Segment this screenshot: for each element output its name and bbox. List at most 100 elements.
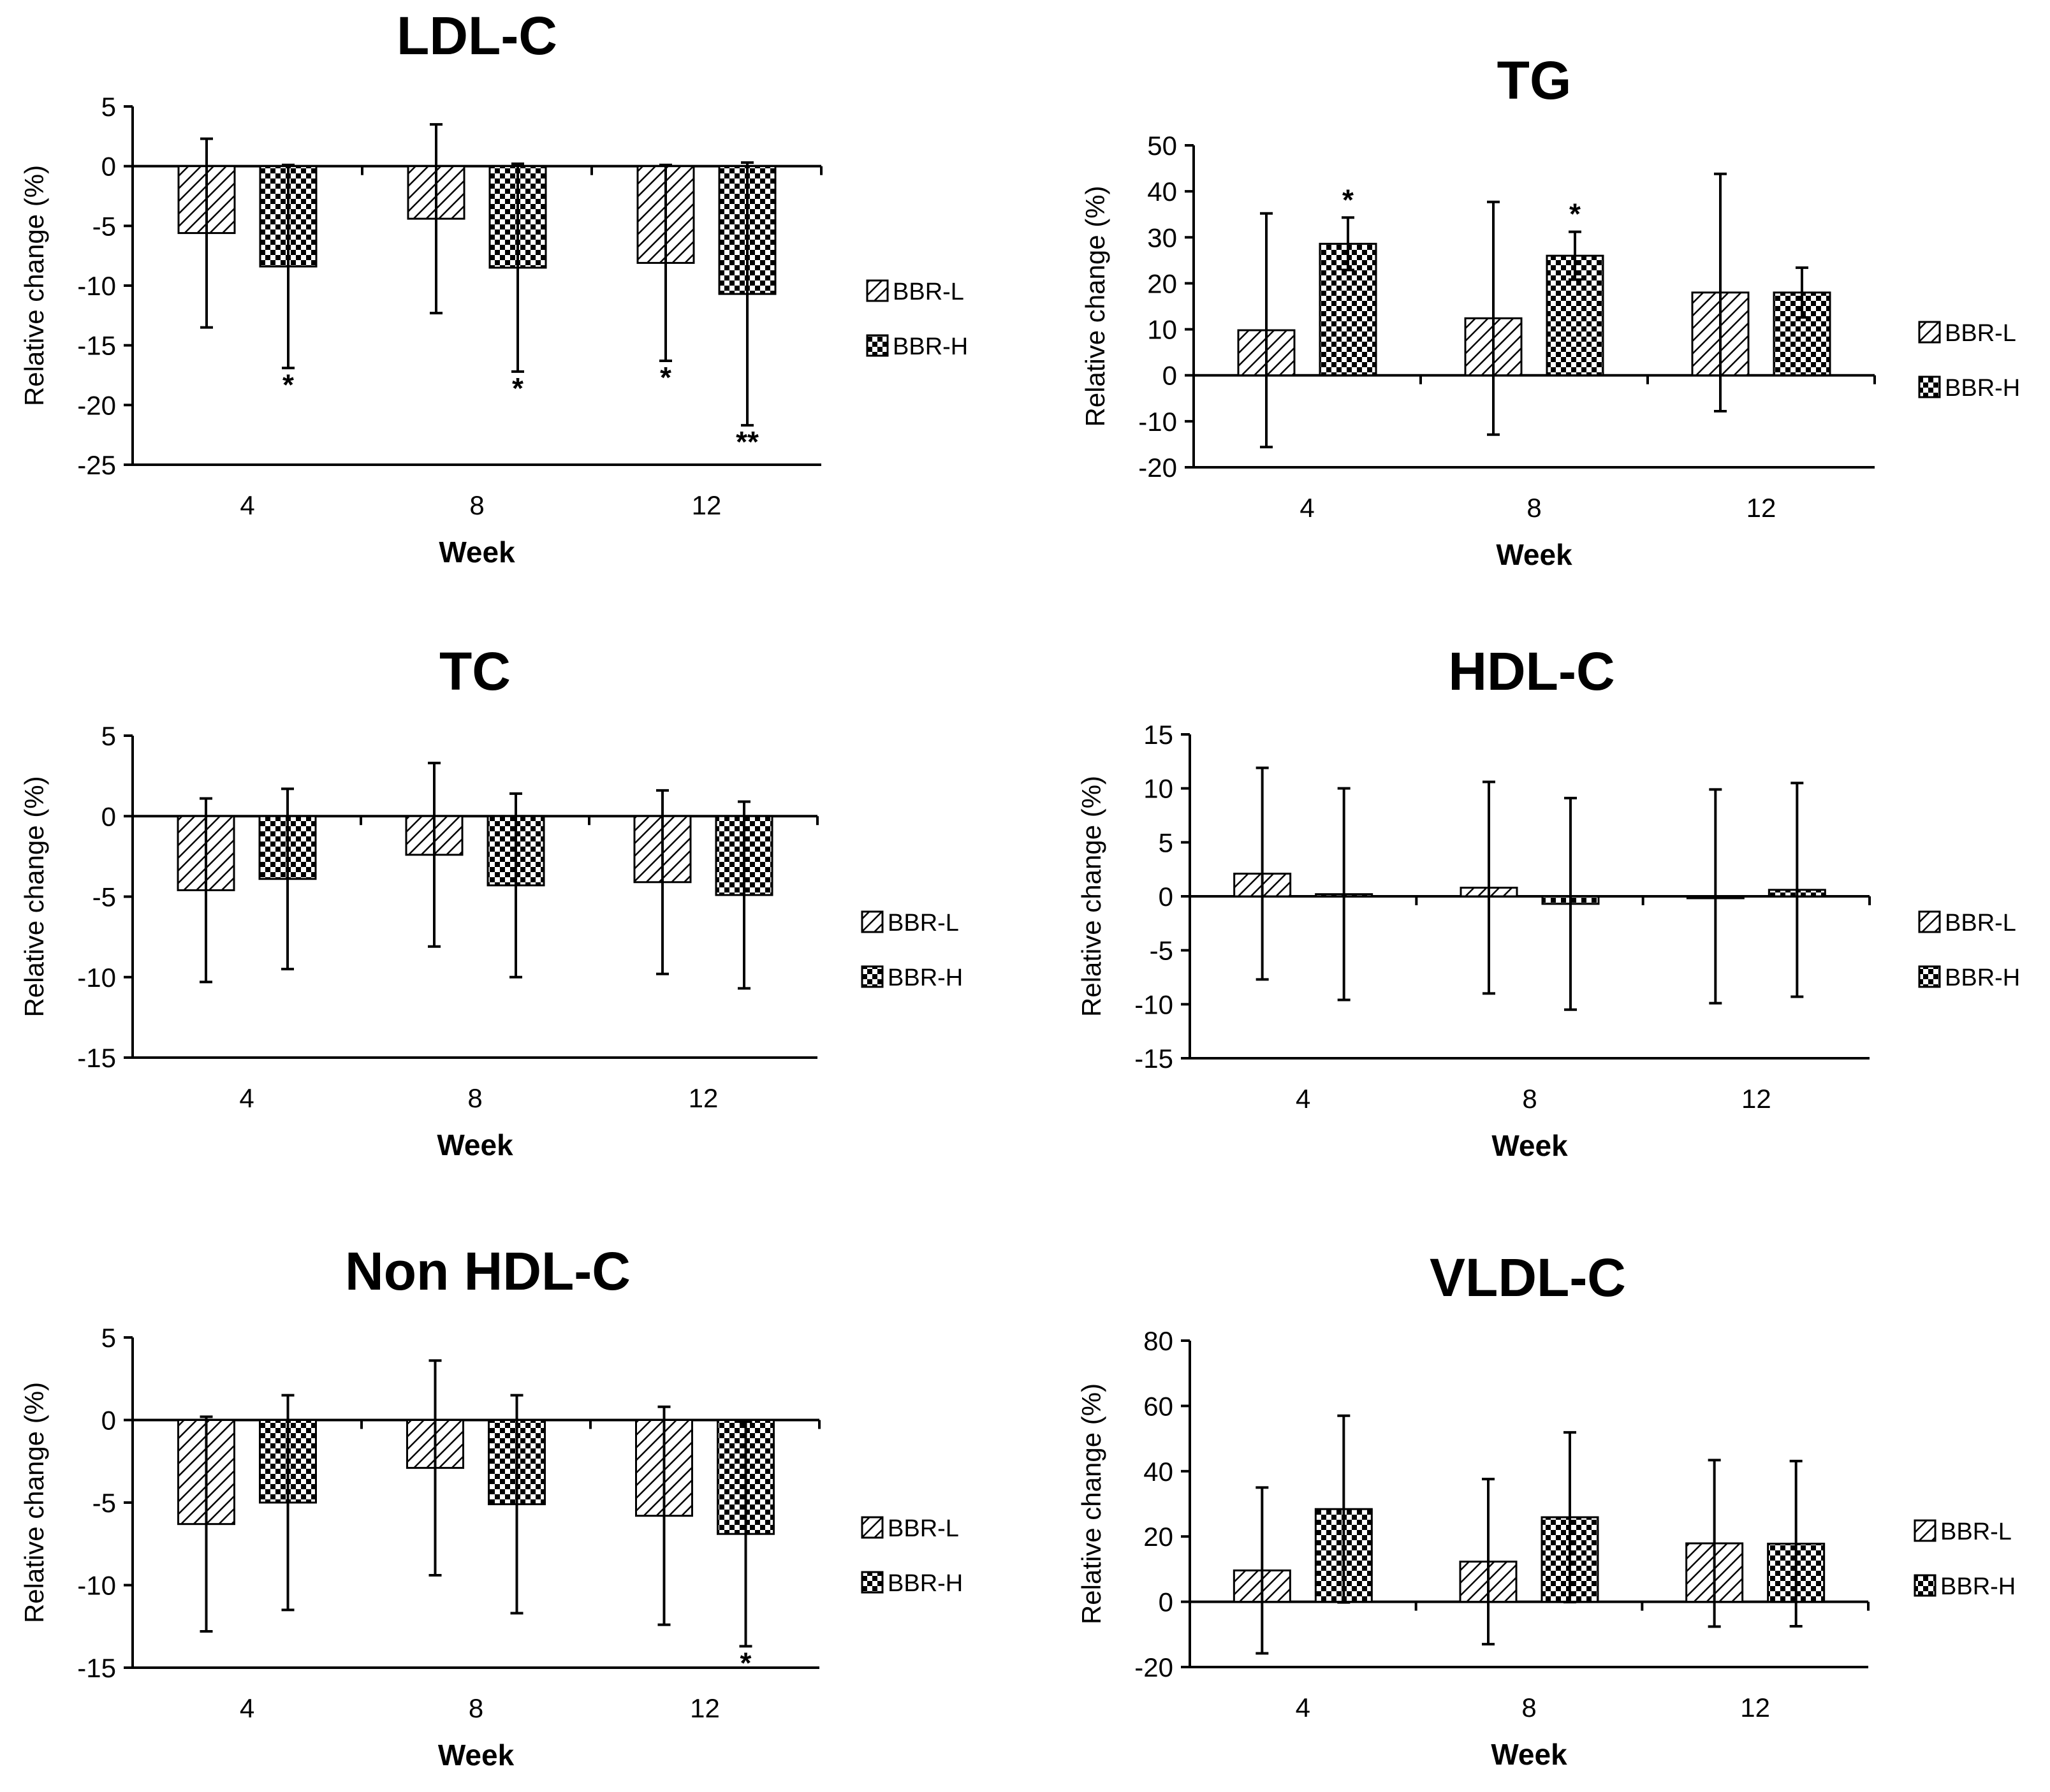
- y-tick-label: -20: [77, 390, 116, 420]
- x-tick-label: 8: [469, 1693, 483, 1723]
- x-tick-label: 4: [1296, 1693, 1310, 1723]
- y-tick-label: -15: [77, 1043, 116, 1073]
- y-tick-label: 15: [1143, 720, 1173, 750]
- y-tick-label: 5: [101, 721, 116, 751]
- legend-swatch: [1918, 321, 1941, 344]
- y-tick-label: 5: [101, 92, 116, 122]
- x-tick-label: 4: [239, 1083, 254, 1113]
- x-tick-label: 8: [1527, 493, 1541, 523]
- legend-label: BBR-H: [1945, 375, 2020, 402]
- y-tick-label: 0: [101, 152, 116, 182]
- y-axis-label: Relative change (%): [1076, 776, 1106, 1017]
- y-tick-label: 0: [1159, 1587, 1173, 1617]
- y-tick-label: -15: [1134, 1044, 1173, 1074]
- y-tick-label: 60: [1143, 1391, 1173, 1421]
- significance-marker: *: [1342, 183, 1354, 216]
- y-tick-label: 5: [1159, 827, 1173, 857]
- legend-swatch: [866, 334, 889, 357]
- legend-swatch: [866, 279, 889, 302]
- x-tick-label: 4: [240, 490, 254, 520]
- x-tick-label: 12: [1746, 493, 1776, 523]
- legend-label: BBR-H: [1945, 965, 2020, 991]
- y-tick-label: -15: [77, 331, 116, 361]
- legend-label: BBR-H: [888, 965, 963, 991]
- y-tick-label: 20: [1143, 1522, 1173, 1552]
- x-axis-label: Week: [437, 1128, 513, 1162]
- x-axis-label: Week: [438, 1738, 515, 1772]
- legend-swatch: [861, 965, 884, 988]
- y-tick-label: 40: [1143, 1457, 1173, 1487]
- legend-label: BBR-H: [1940, 1573, 2016, 1600]
- legend-label: BBR-L: [1945, 910, 2016, 936]
- legend-label: BBR-L: [1945, 320, 2016, 347]
- significance-marker: *: [512, 372, 523, 405]
- chart-panel: HDL-C 15 10 5 0 -5 -10 -15 4 8 12 Week Relative chan…: [1076, 641, 2020, 1162]
- legend-label: BBR-H: [893, 333, 968, 360]
- y-tick-label: -5: [1150, 936, 1173, 966]
- y-axis-label: Relative change (%): [1076, 1383, 1106, 1624]
- x-tick-label: 12: [1741, 1084, 1771, 1114]
- y-tick-label: 5: [101, 1323, 116, 1353]
- significance-marker: **: [736, 425, 759, 458]
- chart-panel: VLDL-C 80 60 40 20 0 -20 4 8 12 Week Relative chang…: [1076, 1248, 2016, 1771]
- x-tick-label: 4: [1300, 493, 1314, 523]
- significance-marker: *: [282, 368, 294, 401]
- legend-label: BBR-L: [1940, 1519, 2012, 1545]
- y-tick-label: 20: [1147, 268, 1177, 298]
- y-tick-label: -10: [1138, 407, 1177, 437]
- y-tick-label: 10: [1143, 774, 1173, 804]
- chart-panel: TC 5 0 -5 -10 -15 4 8 12 Week Relative change (%) B…: [19, 641, 963, 1162]
- x-axis-label: Week: [1491, 1129, 1568, 1162]
- legend-label: BBR-L: [888, 910, 959, 936]
- legend-swatch: [1914, 1519, 1937, 1542]
- y-tick-label: -20: [1134, 1652, 1173, 1682]
- chart-panel: Non HDL-C 5 0 -5 -10 -15 4 8 12 Week Relative chan…: [19, 1241, 963, 1772]
- legend-swatch: [1918, 375, 1941, 398]
- legend-swatch: [1918, 910, 1941, 933]
- y-tick-label: -5: [92, 211, 116, 241]
- chart-panel: LDL-C 5 0 -5 -10 -15 -20 -25 4 8 12 Week Relative ch…: [19, 6, 968, 569]
- legend-label: BBR-H: [888, 1570, 963, 1597]
- y-tick-label: -20: [1138, 453, 1177, 483]
- x-tick-label: 8: [467, 1083, 482, 1113]
- y-tick-label: 80: [1143, 1326, 1173, 1356]
- x-axis-label: Week: [1496, 538, 1572, 571]
- chart-panel: TG 50 40 30 20 10 0 -10 -20 4 8 12 Week Relative chan…: [1080, 50, 2020, 571]
- x-tick-label: 8: [1522, 1084, 1537, 1114]
- legend-swatch: [861, 910, 884, 933]
- y-tick-label: 10: [1147, 315, 1177, 345]
- y-tick-label: -10: [77, 963, 116, 993]
- legend-swatch: [1918, 965, 1941, 988]
- legend-label: BBR-L: [888, 1515, 959, 1542]
- y-tick-label: -15: [77, 1653, 116, 1683]
- chart-title: TG: [1497, 50, 1572, 110]
- chart-title: LDL-C: [397, 6, 557, 66]
- y-tick-label: 0: [101, 801, 116, 831]
- chart-title: HDL-C: [1448, 641, 1614, 701]
- x-tick-label: 8: [469, 490, 484, 520]
- y-tick-label: -25: [77, 450, 116, 480]
- x-tick-label: 12: [692, 490, 722, 520]
- y-tick-label: -5: [92, 882, 116, 912]
- chart-title: Non HDL-C: [345, 1241, 631, 1301]
- legend-swatch: [861, 1516, 884, 1539]
- y-tick-label: 40: [1147, 177, 1177, 207]
- significance-marker: *: [740, 1646, 752, 1679]
- y-tick-label: -10: [1134, 989, 1173, 1019]
- x-tick-label: 12: [689, 1083, 719, 1113]
- x-tick-label: 8: [1521, 1693, 1536, 1723]
- y-axis-label: Relative change (%): [19, 165, 49, 406]
- x-tick-label: 4: [1296, 1084, 1310, 1114]
- y-tick-label: -5: [92, 1488, 116, 1518]
- significance-marker: *: [660, 361, 671, 394]
- y-axis-label: Relative change (%): [19, 776, 49, 1017]
- y-tick-label: 50: [1147, 131, 1177, 161]
- y-axis-label: Relative change (%): [19, 1382, 49, 1623]
- y-tick-label: 0: [1159, 882, 1173, 912]
- y-tick-label: 0: [101, 1406, 116, 1436]
- legend-label: BBR-L: [893, 279, 964, 305]
- x-tick-label: 12: [690, 1693, 720, 1723]
- y-axis-label: Relative change (%): [1080, 186, 1110, 426]
- legend-swatch: [861, 1571, 884, 1594]
